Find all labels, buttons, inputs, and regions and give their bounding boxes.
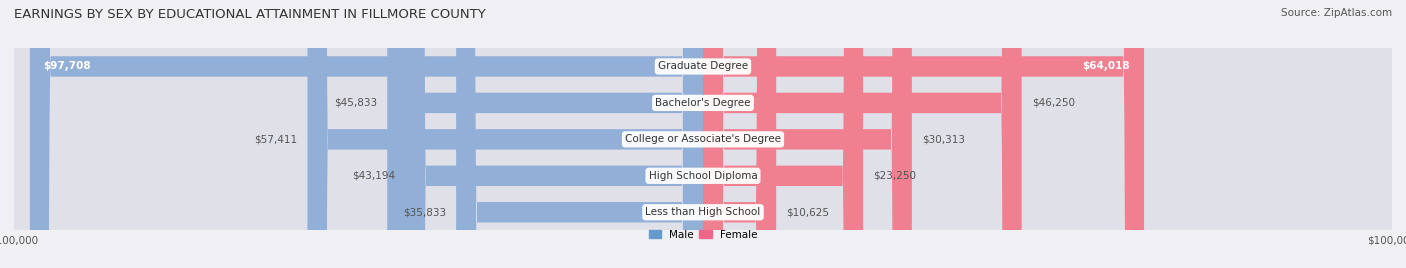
FancyBboxPatch shape xyxy=(308,0,703,268)
FancyBboxPatch shape xyxy=(30,0,703,268)
Text: Source: ZipAtlas.com: Source: ZipAtlas.com xyxy=(1281,8,1392,18)
Text: $30,313: $30,313 xyxy=(922,134,965,144)
FancyBboxPatch shape xyxy=(456,0,703,268)
Text: $97,708: $97,708 xyxy=(44,61,91,72)
Text: $10,625: $10,625 xyxy=(786,207,830,217)
Text: $46,250: $46,250 xyxy=(1032,98,1076,108)
Text: $45,833: $45,833 xyxy=(333,98,377,108)
Text: EARNINGS BY SEX BY EDUCATIONAL ATTAINMENT IN FILLMORE COUNTY: EARNINGS BY SEX BY EDUCATIONAL ATTAINMEN… xyxy=(14,8,486,21)
FancyBboxPatch shape xyxy=(703,0,1022,268)
Text: $23,250: $23,250 xyxy=(873,171,917,181)
Legend: Male, Female: Male, Female xyxy=(648,230,758,240)
Text: $64,018: $64,018 xyxy=(1083,61,1130,72)
FancyBboxPatch shape xyxy=(703,0,776,268)
Text: Less than High School: Less than High School xyxy=(645,207,761,217)
Text: College or Associate's Degree: College or Associate's Degree xyxy=(626,134,780,144)
FancyBboxPatch shape xyxy=(14,121,1392,158)
Text: Bachelor's Degree: Bachelor's Degree xyxy=(655,98,751,108)
Text: High School Diploma: High School Diploma xyxy=(648,171,758,181)
FancyBboxPatch shape xyxy=(14,157,1392,194)
FancyBboxPatch shape xyxy=(405,0,703,268)
FancyBboxPatch shape xyxy=(14,84,1392,121)
Text: Graduate Degree: Graduate Degree xyxy=(658,61,748,72)
FancyBboxPatch shape xyxy=(14,48,1392,85)
Text: $57,411: $57,411 xyxy=(254,134,297,144)
FancyBboxPatch shape xyxy=(703,0,912,268)
FancyBboxPatch shape xyxy=(14,194,1392,231)
FancyBboxPatch shape xyxy=(703,0,1144,268)
FancyBboxPatch shape xyxy=(387,0,703,268)
FancyBboxPatch shape xyxy=(703,0,863,268)
Text: $35,833: $35,833 xyxy=(402,207,446,217)
Text: $43,194: $43,194 xyxy=(352,171,395,181)
